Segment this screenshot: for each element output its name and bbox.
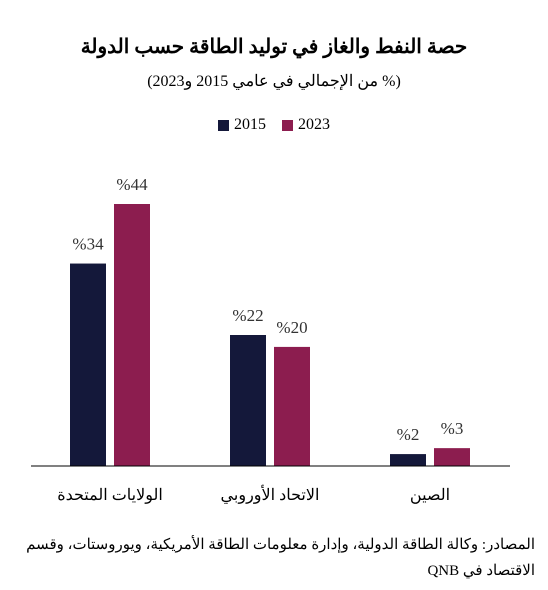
data-label-2023-1: %20 bbox=[276, 318, 307, 337]
chart-title: حصة النفط والغاز في توليد الطاقة حسب الد… bbox=[80, 36, 468, 58]
legend-item-2023: 2023 bbox=[282, 116, 330, 134]
bar-2015-1 bbox=[230, 335, 266, 466]
bar-2023-1 bbox=[274, 346, 310, 466]
bar-2023-0 bbox=[114, 204, 150, 466]
category-label-0: الولايات المتحدة bbox=[57, 487, 163, 504]
legend-item-2015: 2015 bbox=[218, 116, 266, 134]
legend-swatch-2023 bbox=[282, 119, 293, 131]
bar-2015-0 bbox=[70, 263, 106, 466]
category-label-2: الصين bbox=[410, 487, 450, 504]
legend: 2015 2023 bbox=[0, 116, 548, 134]
source-note: المصادر: وكالة الطاقة الدولية، وإدارة مع… bbox=[26, 537, 535, 579]
legend-swatch-2015 bbox=[218, 119, 229, 131]
data-label-2015-1: %22 bbox=[232, 306, 263, 325]
legend-label-2023: 2023 bbox=[298, 116, 330, 133]
data-label-2015-0: %34 bbox=[72, 235, 104, 254]
chart-subtitle: (% من الإجمالي في عامي 2015 و2023) bbox=[147, 73, 401, 90]
data-label-2023-0: %44 bbox=[116, 175, 148, 194]
bar-chart: %34 %44 الولايات المتحدة %22 %20 الاتحاد الأو… bbox=[31, 175, 510, 504]
category-label-1: الاتحاد الأوروبي bbox=[221, 485, 320, 504]
data-label-2015-2: %2 bbox=[397, 425, 420, 444]
legend-label-2015: 2015 bbox=[234, 116, 266, 133]
bar-2015-2 bbox=[390, 454, 426, 466]
bar-2023-2 bbox=[434, 448, 470, 466]
data-label-2023-2: %3 bbox=[441, 419, 464, 438]
